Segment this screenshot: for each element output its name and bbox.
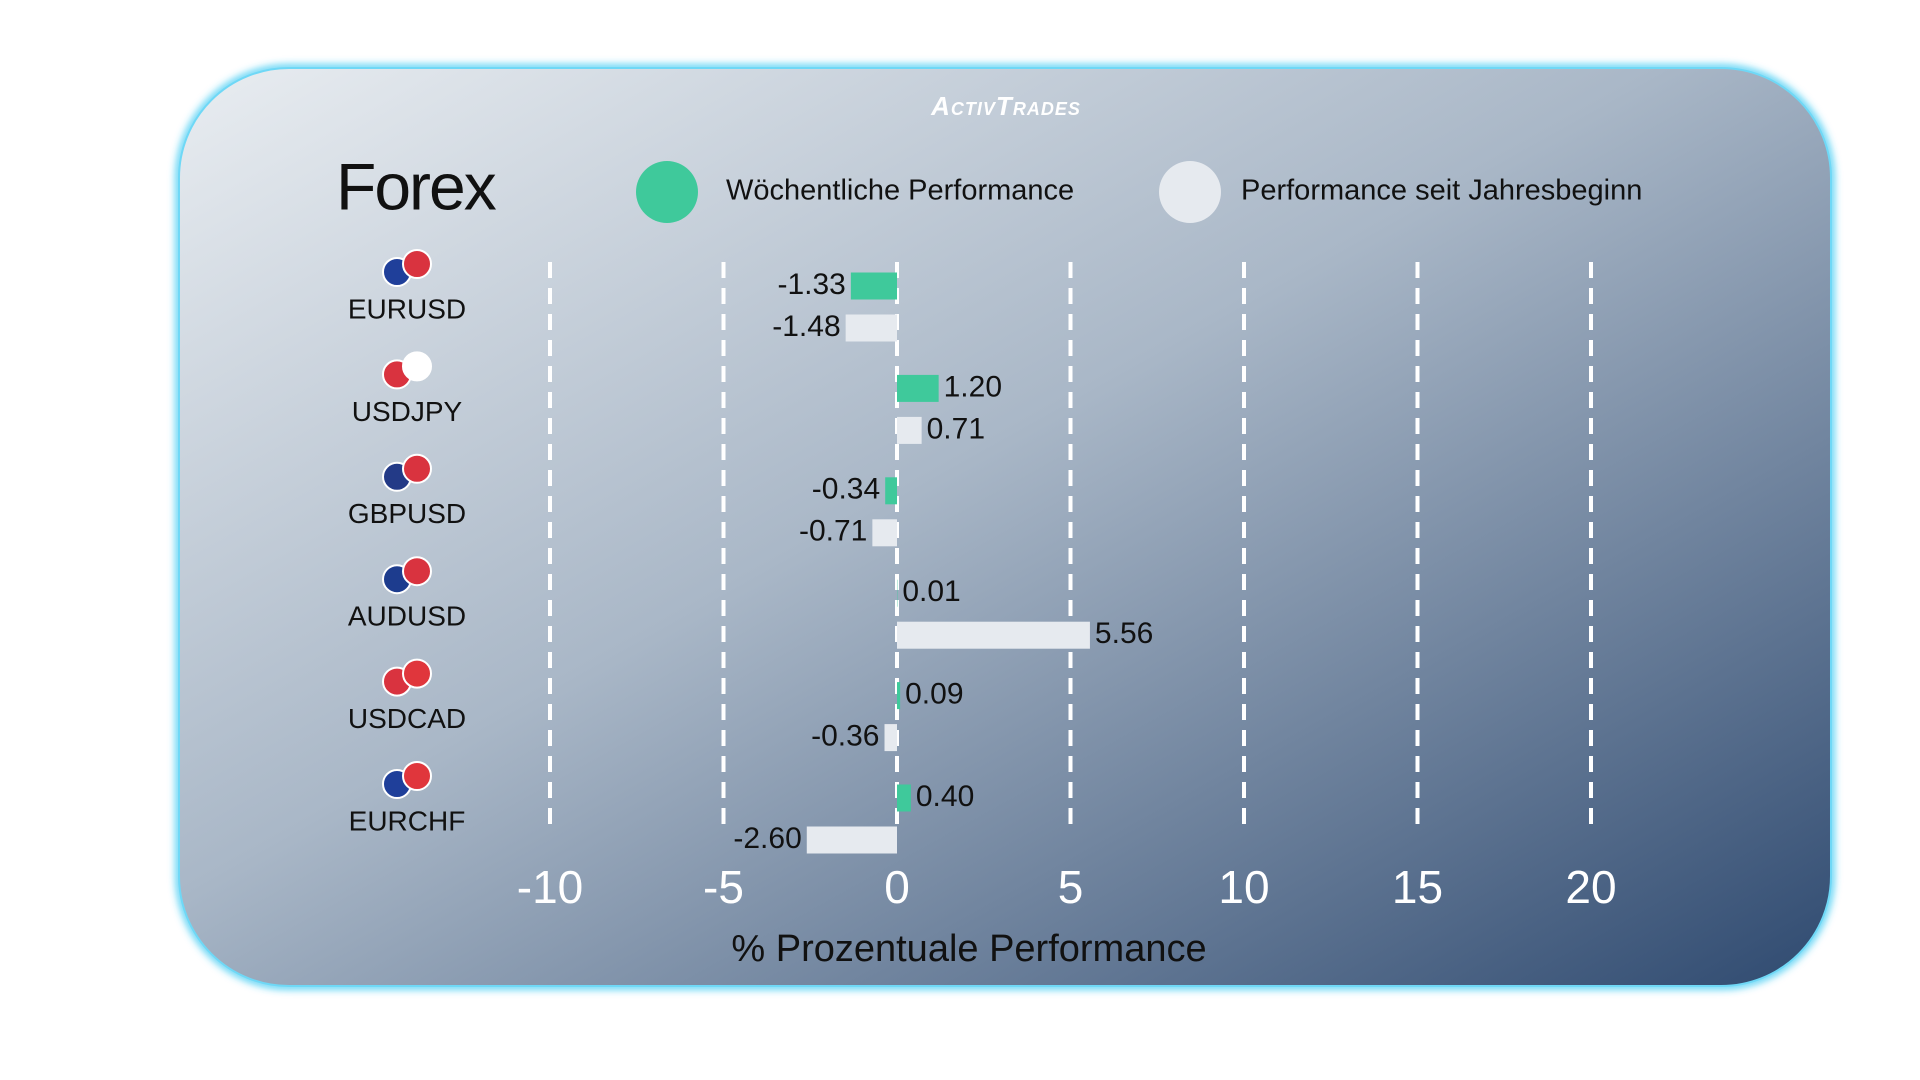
flag-icon — [402, 249, 432, 279]
chart-title: Forex — [336, 149, 497, 223]
legend-label: Performance seit Jahresbeginn — [1241, 175, 1642, 207]
bar — [897, 621, 1090, 649]
value-label: -1.33 — [777, 268, 845, 301]
value-label: 1.20 — [944, 370, 1002, 403]
legend-label: Wöchentliche Performance — [726, 175, 1074, 207]
flag-icon — [402, 351, 432, 382]
x-tick-label: 10 — [1218, 861, 1269, 913]
bar — [806, 826, 897, 854]
brand-logo: ActivTrades — [930, 91, 1081, 121]
x-tick-label: 15 — [1392, 861, 1443, 913]
bar — [897, 416, 922, 444]
legend-swatch — [636, 161, 698, 223]
category-label: EURCHF — [349, 805, 466, 836]
x-tick-label: 20 — [1565, 861, 1616, 913]
flag-icon — [402, 658, 432, 689]
value-label: -0.36 — [811, 720, 879, 753]
x-axis-label: % Prozentuale Performance — [731, 928, 1206, 970]
flag-icon — [402, 556, 432, 587]
x-tick-label: 0 — [884, 861, 910, 913]
value-label: 0.71 — [927, 412, 985, 445]
x-tick-label: -5 — [703, 861, 744, 913]
value-label: 0.40 — [916, 780, 974, 813]
value-label: 0.09 — [905, 678, 963, 711]
category-label: AUDUSD — [348, 601, 466, 632]
legend-swatch — [1159, 161, 1221, 223]
category-label: GBPUSD — [348, 498, 466, 529]
category-label: EURUSD — [348, 293, 466, 324]
flag-icon — [402, 453, 432, 484]
bar — [885, 477, 897, 505]
category-label: USDJPY — [352, 396, 463, 427]
value-label: 5.56 — [1095, 617, 1153, 650]
bar — [872, 519, 897, 547]
x-tick-label: 5 — [1058, 861, 1084, 913]
value-label: -0.34 — [812, 473, 880, 506]
bar — [897, 682, 901, 710]
bar — [897, 784, 911, 812]
bar — [845, 314, 897, 342]
flag-icon — [402, 761, 432, 791]
bar — [884, 724, 897, 752]
bar — [897, 374, 939, 402]
category-label: USDCAD — [348, 703, 466, 734]
value-label: -1.48 — [772, 310, 840, 343]
value-label: -0.71 — [799, 515, 867, 548]
bar — [850, 272, 897, 300]
value-label: -2.60 — [733, 822, 801, 855]
value-label: 0.01 — [902, 575, 960, 608]
x-tick-label: -10 — [517, 861, 583, 913]
